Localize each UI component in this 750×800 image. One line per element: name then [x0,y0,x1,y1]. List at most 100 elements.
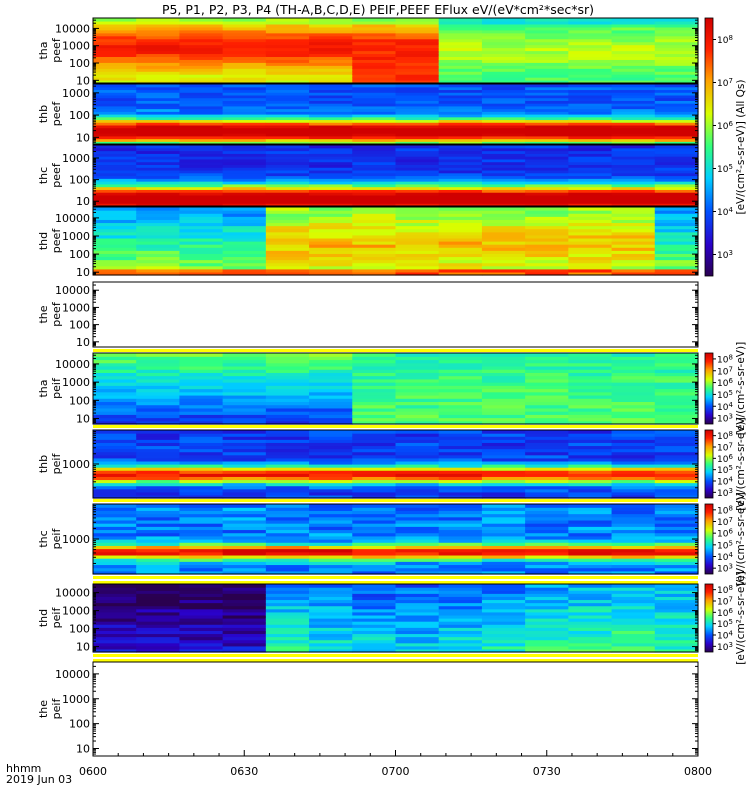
heatmap-cell [93,457,137,462]
heatmap-cell [395,216,440,220]
heatmap-cell [395,491,440,496]
heatmap-cell [481,388,526,393]
heatmap-cell [136,20,181,25]
heatmap-cell [525,485,569,490]
heatmap-cell [568,20,613,25]
heatmap-cell [395,439,440,443]
heatmap-cell [265,231,310,236]
heatmap-cell [136,169,181,174]
heatmap-cell [265,587,310,591]
heatmap-cell [136,599,181,604]
heatmap-cell [611,32,656,37]
heatmap-cell [611,372,656,377]
heatmap-cell [352,133,397,137]
heatmap-cell [136,558,181,562]
heatmap-cell [352,394,397,399]
heatmap-cell [222,482,267,487]
heatmap-cell [309,147,353,152]
heatmap-cell [222,268,267,273]
heatmap-cell [611,150,656,154]
heatmap-cell [611,353,656,357]
heatmap-cell [93,175,137,179]
heatmap-cell [654,130,699,134]
heatmap-cell [611,178,656,182]
heatmap-cell [222,271,267,276]
heatmap-cell [309,451,353,456]
heatmap-cell [93,614,137,619]
heatmap-cell [136,26,181,31]
heatmap-cell [525,611,569,616]
heatmap-cell [395,404,440,409]
heatmap-cell [179,507,224,511]
heatmap-cell [525,89,569,93]
heatmap-cell [265,127,310,131]
heatmap-cell [654,590,699,594]
heatmap-cell [438,237,483,242]
heatmap-cell [654,561,699,566]
heatmap-cell [525,636,569,641]
heatmap-cell [136,636,181,641]
heatmap-cell [352,44,397,49]
heatmap-cell [654,124,699,129]
heatmap-cell [352,56,397,60]
heatmap-cell [265,532,310,537]
colorbar-gradient [704,429,714,499]
heatmap-cell [222,356,267,361]
heatmap-cell [611,385,656,390]
heatmap-cell [222,138,267,142]
heatmap-cell [481,542,526,546]
heatmap-cell [654,460,699,465]
heatmap-cell [179,203,224,207]
heatmap-cell [352,564,397,569]
heatmap-cell [611,210,656,214]
heatmap-cell [136,219,181,224]
heatmap-cell [654,20,699,25]
heatmap-cell [309,38,353,43]
x-tick-label: 0700 [382,765,410,778]
heatmap-cell [222,359,267,364]
y-tick-label: 10 [76,413,90,426]
heatmap-cell [265,488,310,493]
heatmap-cell [222,172,267,177]
heatmap-cell [222,192,267,196]
heatmap-cell [309,213,353,217]
heatmap-cell [179,138,224,142]
heatmap-cell [93,608,137,613]
heatmap-cell [222,62,267,66]
heatmap-cell [179,111,224,115]
heatmap-cell [265,145,310,149]
heatmap-cell [309,633,353,638]
heatmap-cell [395,570,440,575]
heatmap-cell [352,510,397,515]
heatmap-cell [179,439,224,443]
heatmap-cell [179,47,224,52]
heatmap-cell [654,602,699,607]
heatmap-cell [525,479,569,484]
heatmap-cell [525,156,569,160]
heatmap-cell [438,41,483,46]
heatmap-cell [568,430,613,434]
heatmap-cell [222,639,267,644]
heatmap-cell [222,20,267,25]
heatmap-cell [93,68,137,72]
heatmap-cell [654,158,699,163]
fill-strip [93,576,698,579]
heatmap-cell [525,473,569,477]
heatmap-cell [654,222,699,227]
heatmap-cell [525,564,569,569]
heatmap-cell [654,62,699,66]
heatmap-cell [481,228,526,233]
heatmap-cell [179,175,224,179]
heatmap-cell [438,454,483,459]
heatmap-cell [136,228,181,233]
heatmap-cell [93,130,137,134]
heatmap-cell [568,539,613,543]
heatmap-cell [438,111,483,115]
heatmap-cell [525,375,569,380]
heatmap-cell [222,47,267,52]
heatmap-cell [179,642,224,647]
heatmap-cell [179,433,224,437]
panel-product-label: peif [50,528,63,550]
heatmap-cell [654,29,699,34]
